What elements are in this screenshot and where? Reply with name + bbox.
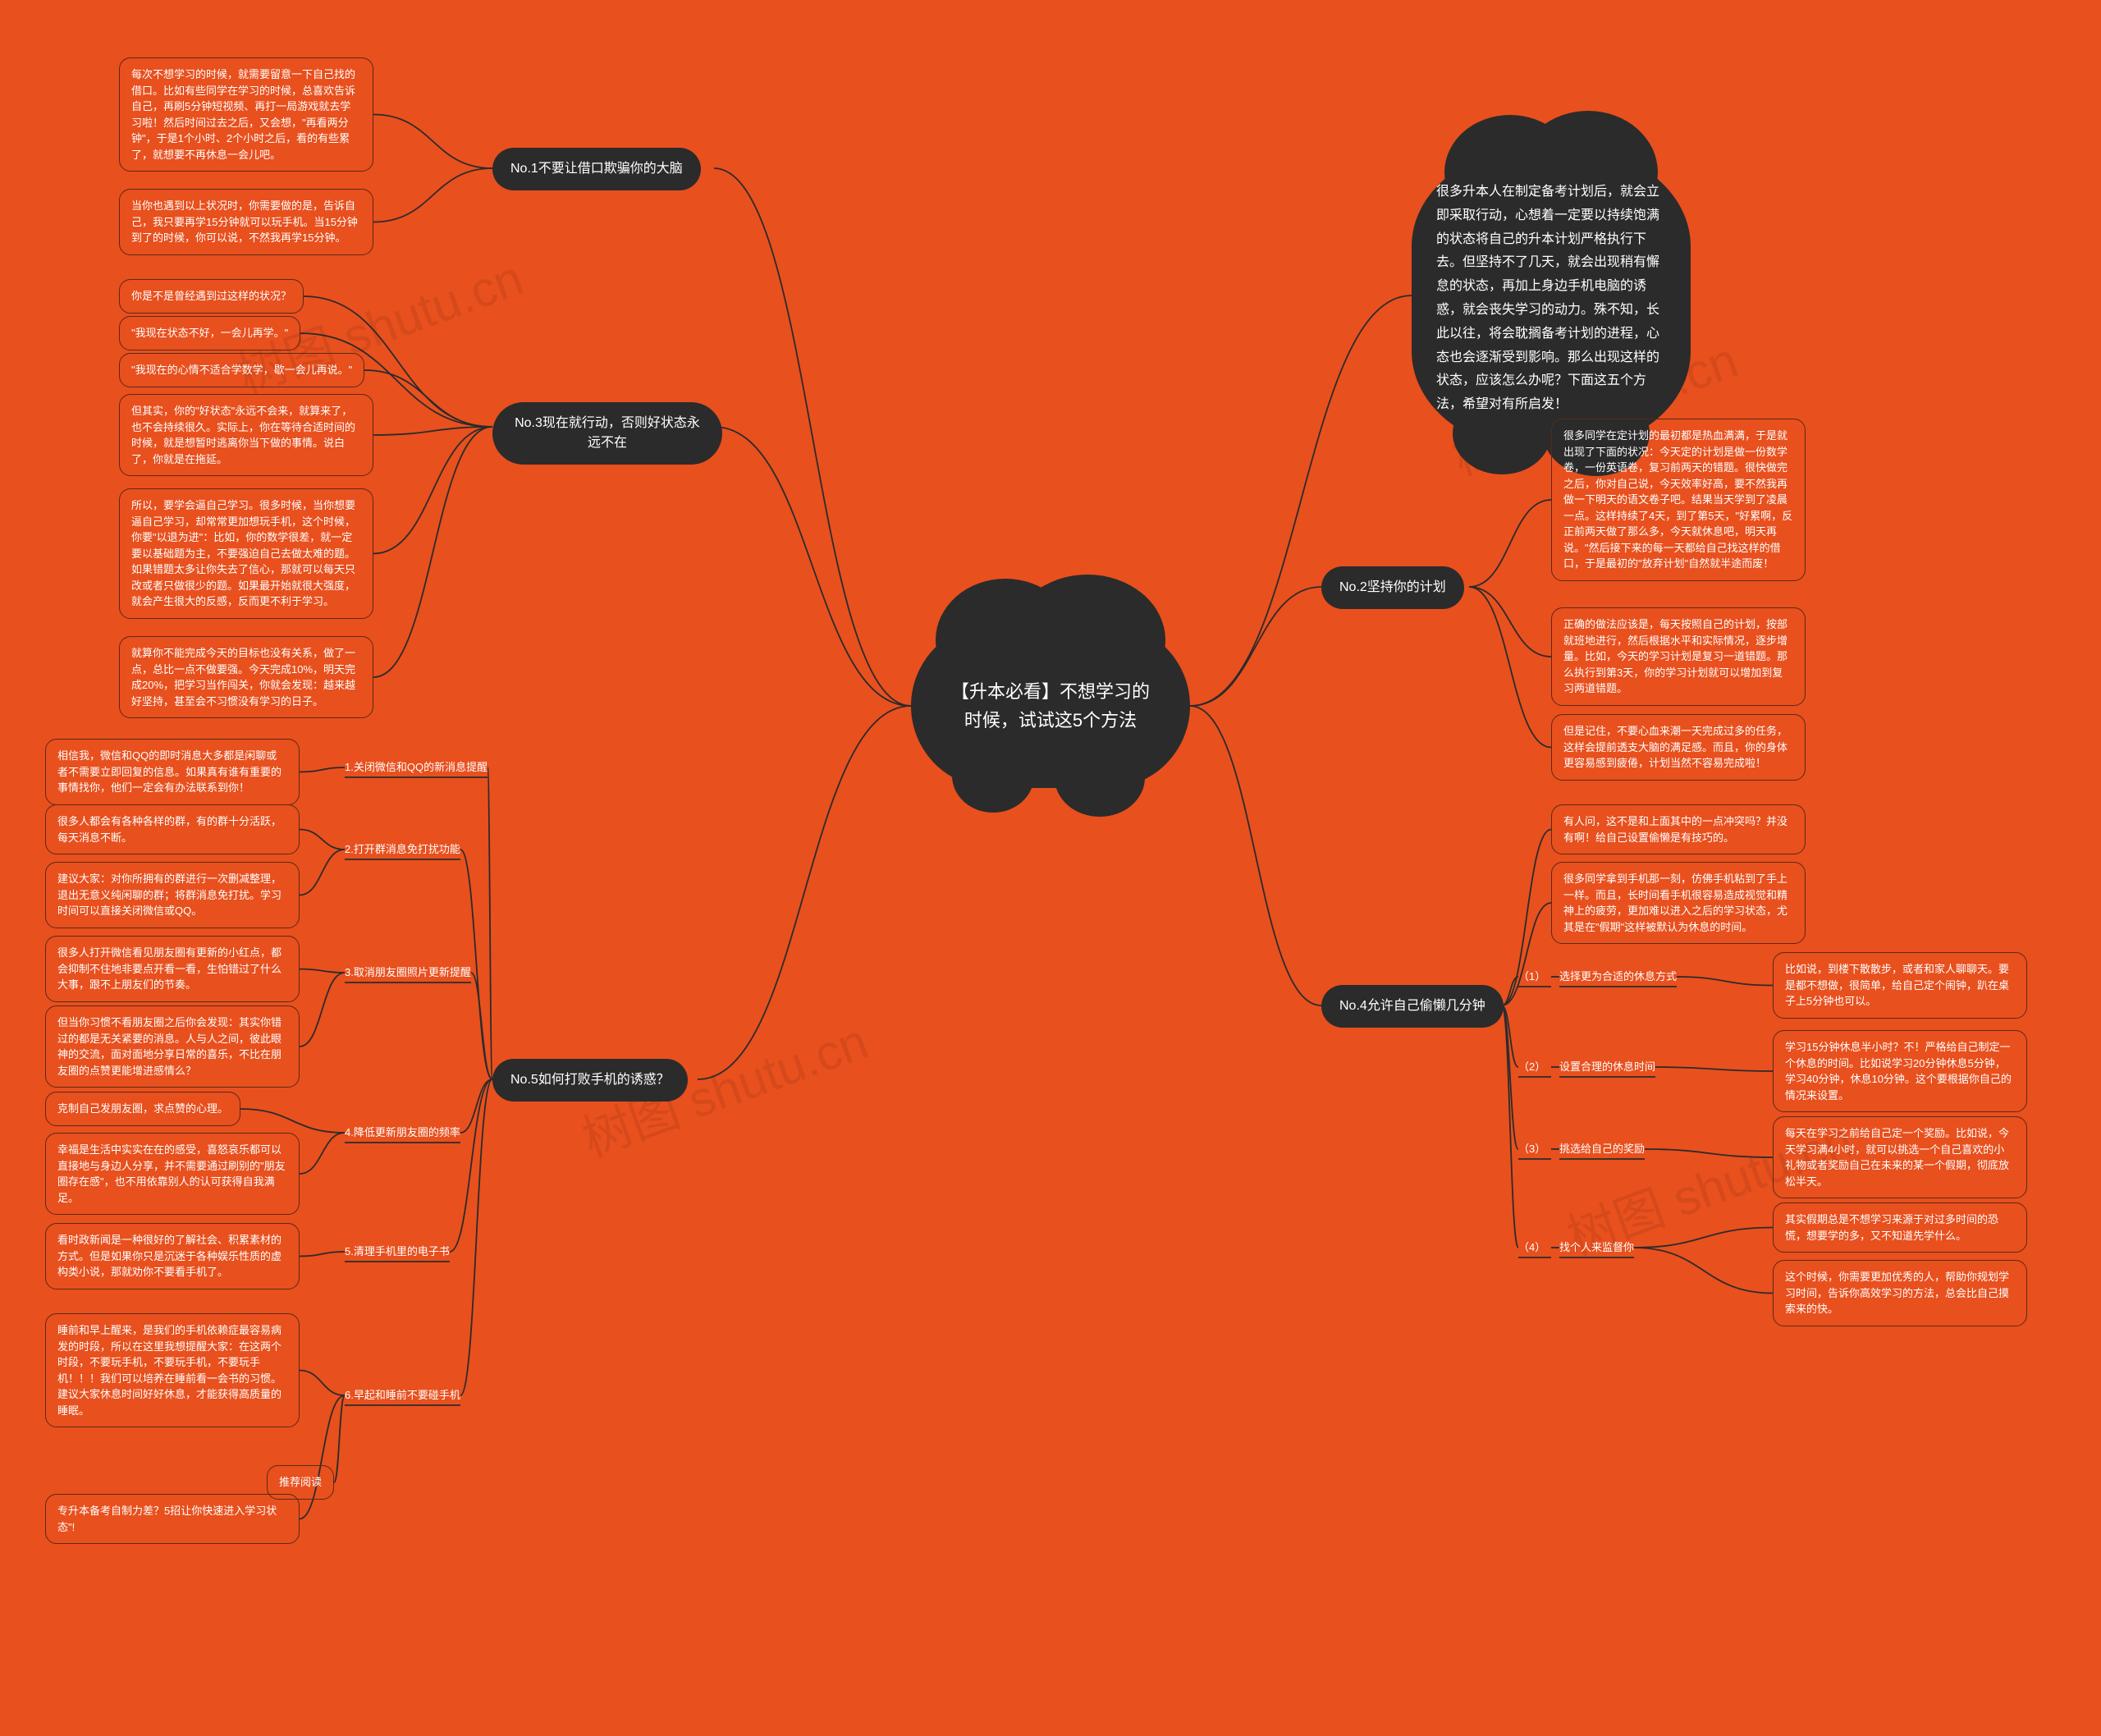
- leaf-node: 专升本备考自制力差？5招让你快速进入学习状态"!: [45, 1494, 300, 1544]
- sub-branch-label: （4）: [1518, 1239, 1545, 1256]
- leaf-node: 就算你不能完成今天的目标也没有关系，做了一点，总比一点不做要强。今天完成10%，…: [119, 636, 373, 718]
- sub-branch-label: 1.关闭微信和QQ的新消息提醒: [345, 759, 487, 776]
- center-topic-text: 【升本必看】不想学习的时候，试试这5个方法: [944, 677, 1157, 735]
- center-topic: 【升本必看】不想学习的时候，试试这5个方法: [911, 624, 1190, 788]
- sub-branch-label: 挑选给自己的奖励: [1559, 1141, 1645, 1157]
- branch-no1: No.1不要让借口欺骗你的大脑: [492, 148, 701, 190]
- intro-text: 很多升本人在制定备考计划后，就会立即采取行动，心想着一定要以持续饱满的状态将自己…: [1436, 185, 1659, 411]
- sub-branch-label: （1）: [1518, 969, 1545, 985]
- sub-branch-label: 设置合理的休息时间: [1559, 1059, 1655, 1075]
- leaf-node: 睡前和早上醒来，是我们的手机依赖症最容易病发的时段，所以在这里我想提醒大家：在这…: [45, 1313, 300, 1427]
- leaf-node: 学习15分钟休息半小时？不！严格给自己制定一个休息的时间。比如说学习20分钟休息…: [1773, 1030, 2027, 1112]
- sub-branch-label: 找个人来监督你: [1559, 1239, 1634, 1256]
- leaf-node: 但其实，你的"好状态"永远不会来，就算来了，也不会持续很久。实际上，你在等待合适…: [119, 394, 373, 476]
- leaf-node: 比如说，到楼下散散步，或者和家人聊聊天。要是都不想做，很简单，给自己定个闹钟，趴…: [1773, 952, 2027, 1019]
- leaf-node: 很多同学在定计划的最初都是热血满满，于是就出现了下面的状况：今天定的计划是做一份…: [1551, 419, 1806, 581]
- sub-branch-label: 6.早起和睡前不要碰手机: [345, 1387, 460, 1404]
- leaf-node: 其实假期总是不想学习来源于对过多时间的恐慌，想要学的多，又不知道先学什么。: [1773, 1202, 2027, 1253]
- leaf-node: 很多同学拿到手机那一刻，仿佛手机粘到了手上一样。而且，长时间看手机很容易造成视觉…: [1551, 862, 1806, 944]
- leaf-node: 建议大家：对你所拥有的群进行一次删减整理，退出无意义纯闲聊的群；将群消息免打扰。…: [45, 862, 300, 928]
- intro-node: 很多升本人在制定备考计划后，就会立即采取行动，心想着一定要以持续饱满的状态将自己…: [1412, 148, 1691, 450]
- sub-branch-label: 3.取消朋友圈照片更新提醒: [345, 964, 471, 981]
- leaf-node: 你是不是曾经遇到过这样的状况？: [119, 279, 304, 314]
- leaf-node: 每次不想学习的时候，就需要留意一下自己找的借口。比如有些同学在学习的时候，总喜欢…: [119, 57, 373, 172]
- leaf-node: 克制自己发朋友圈，求点赞的心理。: [45, 1092, 240, 1126]
- leaf-node: 每天在学习之前给自己定一个奖励。比如说，今天学习满4小时，就可以挑选一个自己喜欢…: [1773, 1116, 2027, 1198]
- leaf-node: 幸福是生活中实实在在的感受，喜怒哀乐都可以直接地与身边人分享，并不需要通过刷别的…: [45, 1133, 300, 1215]
- sub-branch-label: 选择更为合适的休息方式: [1559, 969, 1677, 985]
- sub-branch-label: 5.清理手机里的电子书: [345, 1244, 450, 1260]
- leaf-node: 看时政新闻是一种很好的了解社会、积累素材的方式。但是如果你只是沉迷于各种娱乐性质…: [45, 1223, 300, 1289]
- leaf-node: 所以，要学会逼自己学习。很多时候，当你想要逼自己学习，却常常更加想玩手机，这个时…: [119, 488, 373, 619]
- sub-branch-label: （3）: [1518, 1141, 1545, 1157]
- branch-no3-label: No.3现在就行动，否则好状态永远不在: [515, 416, 700, 450]
- leaf-node: 当你也遇到以上状况时，你需要做的是，告诉自己，我只要再学15分钟就可以玩手机。当…: [119, 189, 373, 255]
- branch-no4-label: No.4允许自己偷懒几分钟: [1339, 999, 1485, 1013]
- leaf-node: 很多人都会有各种各样的群，有的群十分活跃，每天消息不断。: [45, 804, 300, 854]
- leaf-node: 但是记住，不要心血来潮一天完成过多的任务，这样会提前透支大脑的满足感。而且，你的…: [1551, 714, 1806, 781]
- branch-no3: No.3现在就行动，否则好状态永远不在: [492, 402, 722, 465]
- leaf-node: 很多人打开微信看见朋友圈有更新的小红点，都会抑制不住地非要点开看一看，生怕错过了…: [45, 936, 300, 1002]
- branch-no2-label: No.2坚持你的计划: [1339, 580, 1446, 594]
- sub-branch-label: 2.打开群消息免打扰功能: [345, 841, 460, 858]
- branch-no5: No.5如何打败手机的诱惑？: [492, 1059, 688, 1102]
- leaf-node: 但当你习惯不看朋友圈之后你会发现：其实你错过的都是无关紧要的消息。人与人之间，彼…: [45, 1005, 300, 1088]
- branch-no2: No.2坚持你的计划: [1321, 566, 1464, 609]
- leaf-node: 有人问，这不是和上面其中的一点冲突吗？并没有啊！给自己设置偷懒是有技巧的。: [1551, 804, 1806, 854]
- leaf-node: "我现在状态不好，一会儿再学。": [119, 316, 300, 350]
- leaf-node: 正确的做法应该是，每天按照自己的计划，按部就班地进行，然后根据水平和实际情况，逐…: [1551, 607, 1806, 706]
- leaf-node: 相信我，微信和QQ的即时消息大多都是闲聊或者不需要立即回复的信息。如果真有谁有重…: [45, 739, 300, 805]
- leaf-node: 这个时候，你需要更加优秀的人，帮助你规划学习时间，告诉你高效学习的方法，总会比自…: [1773, 1260, 2027, 1326]
- branch-no4: No.4允许自己偷懒几分钟: [1321, 985, 1504, 1028]
- branch-no1-label: No.1不要让借口欺骗你的大脑: [510, 162, 683, 176]
- leaf-node: "我现在的心情不适合学数学，歇一会儿再说。": [119, 353, 364, 387]
- branch-no5-label: No.5如何打败手机的诱惑？: [510, 1073, 670, 1087]
- sub-branch-label: （2）: [1518, 1059, 1545, 1075]
- sub-branch-label: 4.降低更新朋友圈的频率: [345, 1125, 460, 1141]
